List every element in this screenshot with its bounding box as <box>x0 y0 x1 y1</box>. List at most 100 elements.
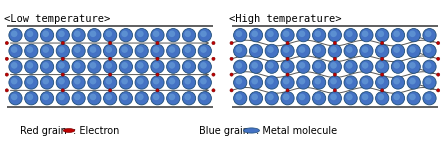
Circle shape <box>42 30 49 37</box>
Circle shape <box>425 46 432 53</box>
Circle shape <box>121 78 128 84</box>
Circle shape <box>391 92 405 105</box>
Circle shape <box>297 76 310 89</box>
Circle shape <box>24 29 38 42</box>
Circle shape <box>283 78 290 84</box>
Circle shape <box>24 44 38 58</box>
Text: : Metal molecule: : Metal molecule <box>256 126 337 135</box>
Circle shape <box>362 62 368 69</box>
Circle shape <box>11 94 17 100</box>
Circle shape <box>104 76 117 89</box>
Circle shape <box>40 44 54 58</box>
Text: <High temperature>: <High temperature> <box>229 14 342 24</box>
Circle shape <box>121 62 128 69</box>
Circle shape <box>425 78 432 84</box>
Circle shape <box>376 76 389 89</box>
Circle shape <box>380 57 384 60</box>
Circle shape <box>423 29 436 42</box>
Circle shape <box>333 57 336 60</box>
Circle shape <box>423 92 436 105</box>
Circle shape <box>312 76 326 89</box>
Circle shape <box>5 73 8 76</box>
Circle shape <box>409 30 416 37</box>
Circle shape <box>407 60 421 73</box>
Circle shape <box>235 30 242 37</box>
Circle shape <box>283 30 290 37</box>
Circle shape <box>344 92 357 105</box>
Circle shape <box>315 62 321 69</box>
Circle shape <box>391 76 405 89</box>
Circle shape <box>283 46 290 53</box>
Circle shape <box>104 60 117 73</box>
Circle shape <box>281 44 294 58</box>
Circle shape <box>184 30 191 37</box>
Circle shape <box>27 62 33 69</box>
Circle shape <box>121 46 128 53</box>
Circle shape <box>198 29 211 42</box>
Circle shape <box>109 89 112 92</box>
Circle shape <box>286 73 289 76</box>
Circle shape <box>166 44 180 58</box>
Circle shape <box>333 73 336 76</box>
Circle shape <box>169 78 175 84</box>
Circle shape <box>74 46 81 53</box>
Circle shape <box>286 41 289 45</box>
Circle shape <box>151 44 164 58</box>
Circle shape <box>235 78 242 84</box>
Text: Red grain: Red grain <box>20 126 67 135</box>
Circle shape <box>184 46 191 53</box>
Circle shape <box>88 44 101 58</box>
Circle shape <box>156 57 159 60</box>
Circle shape <box>200 30 207 37</box>
Circle shape <box>169 62 175 69</box>
Circle shape <box>299 62 305 69</box>
Circle shape <box>56 44 69 58</box>
Circle shape <box>437 41 440 45</box>
Circle shape <box>24 92 38 105</box>
Circle shape <box>267 78 274 84</box>
Circle shape <box>230 57 233 60</box>
Circle shape <box>27 94 33 100</box>
Circle shape <box>105 78 112 84</box>
Circle shape <box>328 60 341 73</box>
Circle shape <box>315 30 321 37</box>
Circle shape <box>344 76 357 89</box>
Circle shape <box>182 44 196 58</box>
Circle shape <box>184 78 191 84</box>
Circle shape <box>281 60 294 73</box>
Circle shape <box>198 60 211 73</box>
Circle shape <box>330 30 337 37</box>
Circle shape <box>61 89 65 92</box>
Circle shape <box>9 44 22 58</box>
Circle shape <box>212 57 215 60</box>
Circle shape <box>61 41 65 45</box>
Circle shape <box>346 30 352 37</box>
Circle shape <box>9 29 22 42</box>
Circle shape <box>153 46 159 53</box>
Circle shape <box>151 29 164 42</box>
Circle shape <box>104 29 117 42</box>
Circle shape <box>362 78 368 84</box>
Circle shape <box>265 29 279 42</box>
Circle shape <box>380 41 384 45</box>
Circle shape <box>362 30 368 37</box>
Circle shape <box>40 60 54 73</box>
Circle shape <box>104 92 117 105</box>
Circle shape <box>105 94 112 100</box>
Circle shape <box>58 62 65 69</box>
Circle shape <box>360 29 373 42</box>
Circle shape <box>283 94 290 100</box>
Circle shape <box>119 92 133 105</box>
Circle shape <box>330 46 337 53</box>
Circle shape <box>200 94 207 100</box>
Circle shape <box>299 30 305 37</box>
Circle shape <box>153 78 159 84</box>
Circle shape <box>109 57 112 60</box>
Circle shape <box>184 62 191 69</box>
Circle shape <box>135 76 148 89</box>
Circle shape <box>360 76 373 89</box>
Circle shape <box>297 29 310 42</box>
Circle shape <box>151 60 164 73</box>
Circle shape <box>251 62 258 69</box>
Circle shape <box>265 76 279 89</box>
